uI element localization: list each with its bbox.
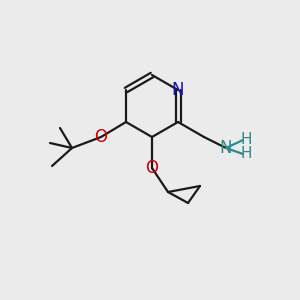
Text: N: N xyxy=(172,81,184,99)
Text: O: O xyxy=(94,128,107,146)
Text: H: H xyxy=(240,133,252,148)
Text: N: N xyxy=(220,139,232,157)
Text: O: O xyxy=(146,159,158,177)
Text: H: H xyxy=(240,146,252,161)
